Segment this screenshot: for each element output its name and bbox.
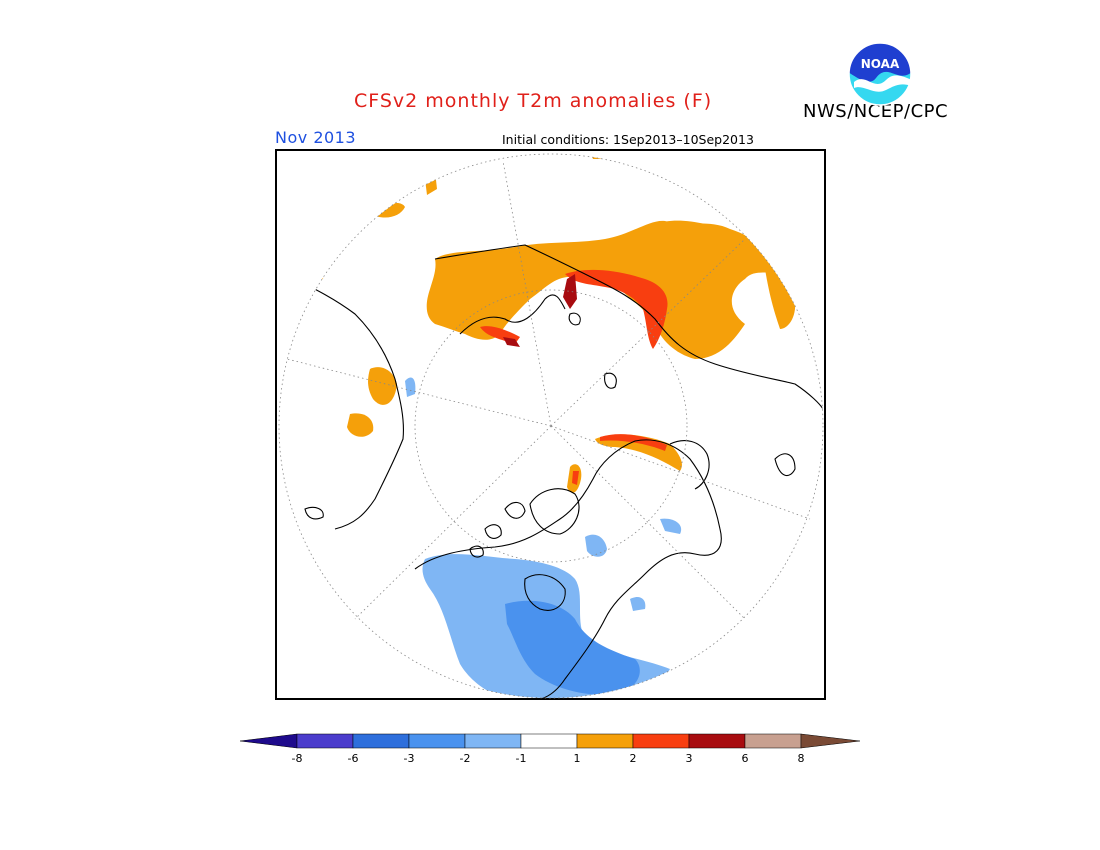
anomaly-lightblue-w xyxy=(405,377,416,397)
coastline-hudson xyxy=(524,574,566,611)
polar-map xyxy=(275,149,826,700)
anomaly-red-bering xyxy=(572,471,579,485)
anomaly-darkred-siberia xyxy=(563,274,577,309)
colorbar-arrow-right xyxy=(800,733,861,749)
noaa-logo-icon: NOAA xyxy=(848,42,912,106)
colorbar-tick-label: 1 xyxy=(573,752,581,765)
anomaly-red-alaska2 xyxy=(600,434,667,451)
lat-lon-grid xyxy=(278,153,824,699)
colorbar-tick-label: 2 xyxy=(629,752,637,765)
anomaly-orange-north xyxy=(655,220,735,237)
coastline-svalbard xyxy=(568,312,581,326)
colorbar-cell xyxy=(688,733,746,749)
coastline-scandinavia xyxy=(459,294,566,335)
colorbar-cell xyxy=(632,733,690,749)
anomaly-lightblue-atl xyxy=(630,597,646,611)
colorbar-cell xyxy=(352,733,410,749)
coastline-eurasia xyxy=(434,244,823,410)
coastline-europe xyxy=(294,278,404,530)
colorbar-cell xyxy=(408,733,466,749)
coastline-greenland xyxy=(529,488,580,535)
colorbar-arrow-left xyxy=(239,733,298,749)
colorbar-tick-label: 8 xyxy=(797,752,805,765)
anomaly-orange-atl2 xyxy=(347,413,374,437)
map-title: CFSv2 monthly T2m anomalies (F) xyxy=(354,90,713,112)
anomaly-orange-atl xyxy=(368,367,397,405)
coastline-iceland xyxy=(304,506,324,520)
colorbar-tick-label: -3 xyxy=(403,752,415,765)
valid-month-label: Nov 2013 xyxy=(275,128,357,147)
svg-text:NOAA: NOAA xyxy=(861,57,900,71)
colorbar-tick-label: -6 xyxy=(347,752,359,765)
colorbar-cell xyxy=(296,733,354,749)
colorbar-cell xyxy=(464,733,522,749)
coastline-archipelago xyxy=(469,501,526,558)
colorbar-tick-label: 3 xyxy=(685,752,693,765)
initial-conditions-label: Initial conditions: 1Sep2013–10Sep2013 xyxy=(502,132,754,147)
anomaly-blue-na xyxy=(505,600,640,695)
anomaly-darkred-scandia xyxy=(503,337,520,347)
coastline-alaska xyxy=(669,440,710,490)
colorbar-cell xyxy=(744,733,802,749)
colorbar-tick-label: -1 xyxy=(515,752,527,765)
anomaly-lightblue-grl xyxy=(585,534,607,557)
coastline-kamchatka xyxy=(774,453,796,477)
anomaly-red-siberia xyxy=(565,269,668,349)
colorbar-cell xyxy=(520,733,578,749)
anomaly-lightblue-e xyxy=(660,518,682,534)
colorbar-tick-label: -2 xyxy=(459,752,471,765)
anomaly-orange-eurasia xyxy=(426,220,780,359)
colorbar xyxy=(239,733,861,749)
agency-label: NWS/NCEP/CPC xyxy=(803,101,949,122)
colorbar-tick-label: -8 xyxy=(291,752,303,765)
colorbar-cell xyxy=(576,733,634,749)
coastline-novaya xyxy=(604,372,617,389)
colorbar-tick-label: 6 xyxy=(741,752,749,765)
